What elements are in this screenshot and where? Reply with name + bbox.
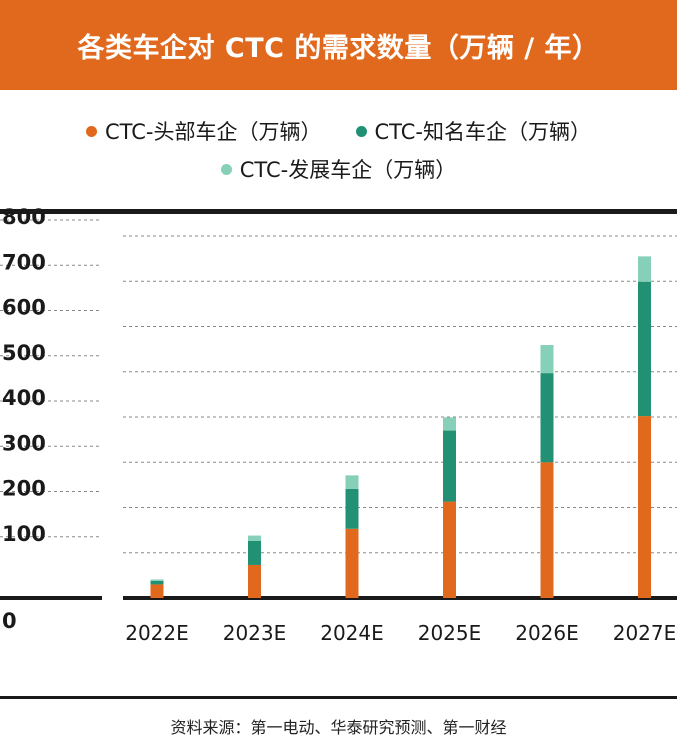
- baseline: [123, 596, 677, 600]
- source-note: 资料来源：第一电动、华泰研究预测、第一财经: [170, 718, 507, 737]
- x-tick-label-2025E: 2025E: [418, 621, 482, 645]
- legend-dot-head: [85, 125, 97, 137]
- baseline-left: [0, 596, 102, 600]
- bar-2027E-series-3: [638, 256, 651, 282]
- legend-item-known: CTC-知名车企（万辆）: [355, 116, 592, 146]
- bar-2025E-series-1: [443, 501, 456, 598]
- legend-label-known: CTC-知名车企（万辆）: [374, 120, 592, 144]
- y-tick-label-300: 300: [2, 431, 46, 455]
- bar-2022E-series-1: [150, 584, 164, 598]
- top-rule: [0, 209, 677, 214]
- x-tick-label-2023E: 2023E: [223, 621, 287, 645]
- y-tick-label-100: 100: [2, 522, 46, 546]
- bar-2023E-series-3: [248, 535, 261, 541]
- y-tick-label-600: 600: [2, 296, 46, 320]
- bar-2024E-series-1: [345, 528, 359, 598]
- legend-dot-known: [355, 125, 367, 137]
- bar-2023E-series-1: [248, 564, 261, 598]
- y-tick-label-200: 200: [2, 477, 46, 501]
- y-tick-label-0: 0: [2, 609, 17, 633]
- stacked-bar-chart: 0 100 200 300 400 500 600 700 800 2022E 2023E 2024E…: [0, 205, 677, 699]
- bar-2027E-series-2: [638, 281, 651, 417]
- bar-2026E-series-3: [540, 345, 554, 374]
- bar-2025E-series-2: [443, 430, 456, 502]
- legend-label-developing: CTC-发展车企（万辆）: [239, 158, 457, 182]
- bar-2026E-series-2: [540, 373, 554, 463]
- legend-label-head: CTC-头部车企（万辆）: [104, 120, 322, 144]
- bar-2024E-series-2: [345, 488, 359, 529]
- bar-2026E-series-1: [540, 462, 554, 598]
- bar-2022E-series-3: [150, 579, 164, 581]
- bar-2024E-series-3: [345, 475, 359, 489]
- legend: CTC-头部车企（万辆） CTC-知名车企（万辆） CTC-发展车企（万辆）: [0, 112, 677, 188]
- y-tick-label-700: 700: [2, 250, 46, 274]
- bar-2022E-series-2: [150, 580, 164, 585]
- bar-2025E-series-3: [443, 417, 456, 431]
- chart-title: 各类车企对 CTC 的需求数量（万辆 / 年）: [0, 0, 677, 90]
- bar-2023E-series-2: [248, 540, 261, 565]
- bar-2027E-series-1: [638, 416, 651, 598]
- legend-dot-developing: [220, 163, 232, 175]
- x-tick-label-2024E: 2024E: [320, 621, 384, 645]
- y-tick-label-500: 500: [2, 341, 46, 365]
- x-tick-label-2022E: 2022E: [125, 621, 189, 645]
- y-tick-label-400: 400: [2, 386, 46, 410]
- legend-item-head: CTC-头部车企（万辆）: [85, 116, 322, 146]
- bottom-rule: [0, 696, 677, 699]
- legend-item-developing: CTC-发展车企（万辆）: [220, 154, 457, 184]
- y-tick-label-800: 800: [2, 205, 46, 229]
- x-tick-label-2027E: 2027E: [613, 621, 677, 645]
- x-tick-label-2026E: 2026E: [515, 621, 579, 645]
